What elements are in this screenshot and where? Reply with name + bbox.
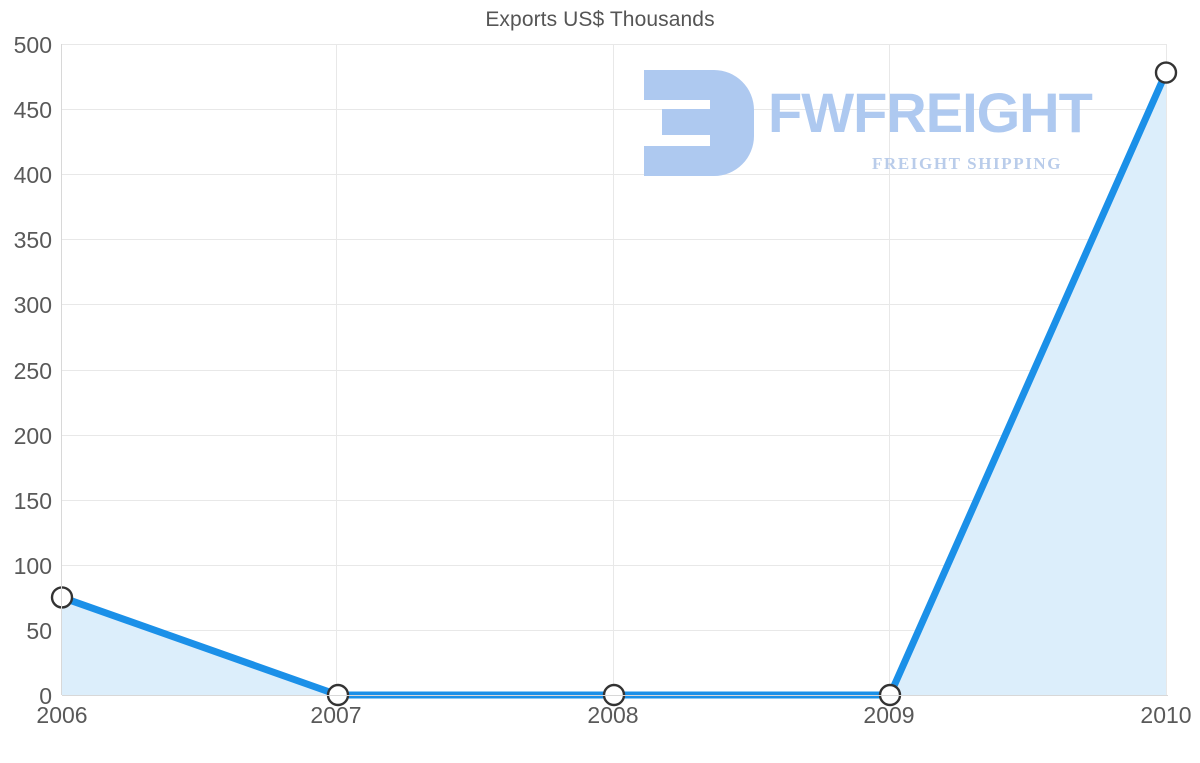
- data-series: [50, 61, 1178, 707]
- y-tick-label-500: 500: [13, 32, 52, 58]
- gridline-y-100: [62, 565, 1167, 566]
- x-tick-label-2010: 2010: [1140, 702, 1192, 728]
- gridline-y-300: [62, 304, 1167, 305]
- y-tick-label-250: 250: [13, 358, 52, 384]
- y-tick-label-350: 350: [13, 227, 52, 253]
- gridline-y-200: [62, 435, 1167, 436]
- x-tick-label-2008: 2008: [587, 702, 639, 728]
- x-tick-label-2007: 2007: [310, 702, 362, 728]
- y-tick-label-0: 0: [39, 683, 52, 709]
- gridline-y-450: [62, 109, 1167, 110]
- x-axis-line: [62, 695, 1168, 696]
- gridline-y-400: [62, 174, 1167, 175]
- data-point-2010[interactable]: [1154, 61, 1178, 84]
- y-tick-label-400: 400: [13, 162, 52, 188]
- y-tick-label-300: 300: [13, 292, 52, 318]
- gridline-x-2010: [1166, 44, 1167, 695]
- chart-title: Exports US$ Thousands: [485, 8, 715, 31]
- y-axis-line: [61, 44, 62, 695]
- y-tick-label-150: 150: [13, 488, 52, 514]
- y-tick-label-200: 200: [13, 423, 52, 449]
- gridline-y-150: [62, 500, 1167, 501]
- area-fill: [62, 72, 1166, 696]
- gridline-x-2009: [889, 44, 890, 695]
- y-tick-label-450: 450: [13, 97, 52, 123]
- plot-area: FWFREIGHT FREIGHT SHIPPING: [50, 44, 1178, 707]
- gridline-y-50: [62, 630, 1167, 631]
- y-tick-label-100: 100: [13, 553, 52, 579]
- y-tick-label-50: 50: [26, 618, 52, 644]
- data-point-2006[interactable]: [50, 586, 74, 609]
- gridline-y-250: [62, 370, 1167, 371]
- gridline-y-350: [62, 239, 1167, 240]
- gridline-x-2008: [613, 44, 614, 695]
- gridline-y-500: [62, 44, 1167, 45]
- gridline-x-2007: [336, 44, 337, 695]
- x-tick-label-2006: 2006: [36, 702, 88, 728]
- x-tick-label-2009: 2009: [863, 702, 915, 728]
